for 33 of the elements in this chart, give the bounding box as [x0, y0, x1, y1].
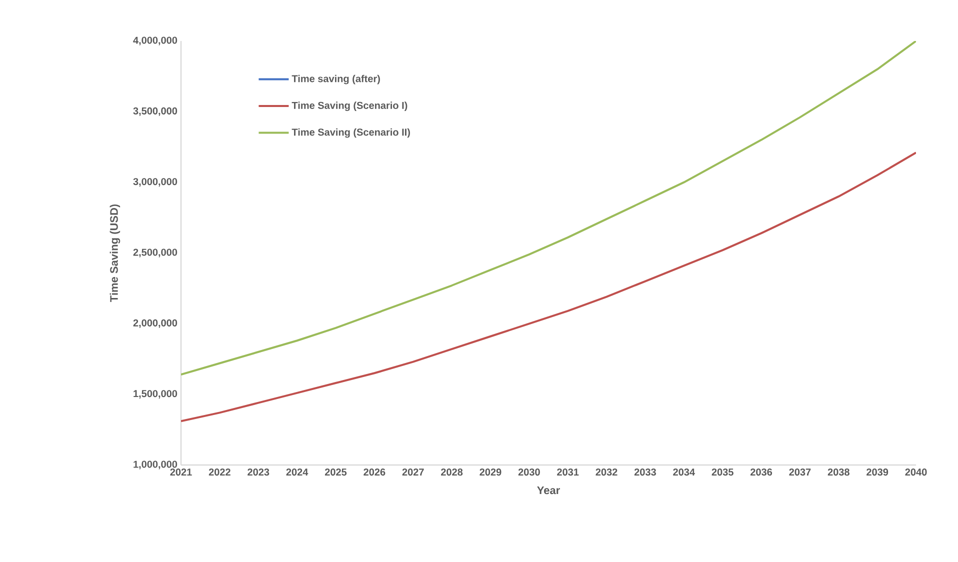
- x-tick-label: 2023: [248, 468, 270, 476]
- x-tick-label: 2029: [480, 468, 502, 476]
- x-tick-label: 2024: [286, 468, 308, 476]
- x-tick-label: 2022: [208, 468, 230, 476]
- x-tick-label: 2031: [557, 468, 579, 476]
- legend-label: Time saving (after): [292, 74, 380, 84]
- legend-label: Time Saving (Scenario I): [292, 102, 408, 111]
- y-tick-label: 1,000,000: [134, 460, 178, 470]
- x-tick-label: 2037: [789, 468, 811, 476]
- x-tick-label: 2036: [750, 468, 772, 476]
- y-tick-label: 3,000,000: [133, 178, 178, 187]
- x-tick-label: 2038: [828, 468, 850, 476]
- x-tick-label: 2039: [866, 468, 888, 476]
- y-tick-label: 2,000,000: [133, 319, 178, 328]
- x-tick-label: 2035: [712, 468, 734, 476]
- x-tick-label: 2034: [673, 468, 695, 476]
- legend-label: Time Saving (Scenario II): [292, 128, 410, 138]
- x-tick-label: 2028: [441, 468, 463, 476]
- x-tick-label: 2033: [634, 468, 656, 476]
- x-tick-label: 2025: [324, 468, 347, 476]
- x-tick-label: 2030: [518, 468, 540, 476]
- y-tick-label: 1,500,000: [134, 390, 178, 399]
- line-series: [181, 152, 916, 422]
- y-tick-label: 2,500,000: [133, 248, 178, 258]
- x-axis-title: Year: [537, 486, 560, 494]
- y-axis-title: Time Saving (USD): [110, 204, 120, 302]
- x-tick-label: 2040: [905, 468, 927, 476]
- x-tick-label: 2021: [170, 468, 192, 476]
- y-tick-label: 3,500,000: [133, 107, 178, 116]
- y-tick-label: 4,000,000: [133, 36, 178, 46]
- x-tick-label: 2026: [364, 468, 386, 476]
- x-tick-label: 2032: [596, 468, 618, 476]
- x-tick-label: 2027: [402, 468, 424, 476]
